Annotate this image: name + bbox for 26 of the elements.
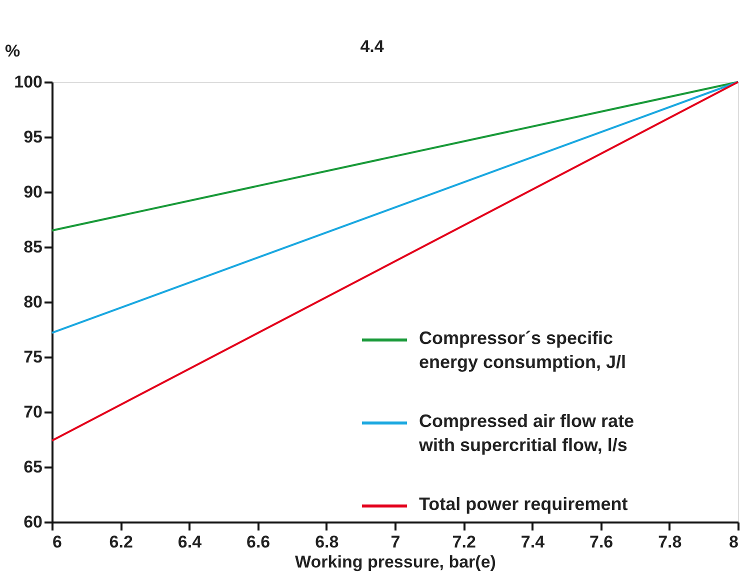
y-tick-label: 65 bbox=[24, 458, 42, 476]
y-tick-label: 75 bbox=[24, 348, 42, 366]
legend-label: Compressed air flow rate with supercritial flow, l/s bbox=[418, 411, 634, 455]
y-tick-label: 85 bbox=[24, 238, 42, 256]
y-tick-label: 60 bbox=[24, 512, 42, 532]
x-tick-label: 6.8 bbox=[315, 532, 339, 552]
x-tick-label: 6 bbox=[52, 532, 62, 552]
x-axis-title: Working pressure, bar(e) bbox=[295, 552, 496, 572]
legend-label: Compressor´s specific energy consumption, J/l bbox=[419, 328, 626, 372]
text: 4.4 bbox=[360, 37, 384, 56]
x-tick-label: 7 bbox=[390, 532, 400, 552]
y-axis-title: % bbox=[4, 42, 20, 60]
x-tick-label: 6.6 bbox=[246, 532, 270, 552]
x-tick-label: 6.4 bbox=[178, 532, 202, 552]
y-tick-label: 90 bbox=[24, 182, 42, 202]
x-tick-label: 7.6 bbox=[589, 532, 614, 552]
y-tick-label: 80 bbox=[24, 292, 42, 312]
x-tick-label: 7.2 bbox=[452, 532, 476, 552]
y-tick-label: 70 bbox=[24, 402, 42, 422]
x-tick-label: 8 bbox=[729, 532, 738, 552]
x-tick-label: 6.2 bbox=[109, 532, 133, 552]
y-tick-label: 100 bbox=[14, 72, 42, 92]
x-tick-label: 7.8 bbox=[658, 532, 682, 552]
legend-label: Total power requirement bbox=[419, 494, 628, 514]
x-tick-label: 7.4 bbox=[520, 532, 546, 552]
y-tick-label: 95 bbox=[24, 128, 42, 146]
